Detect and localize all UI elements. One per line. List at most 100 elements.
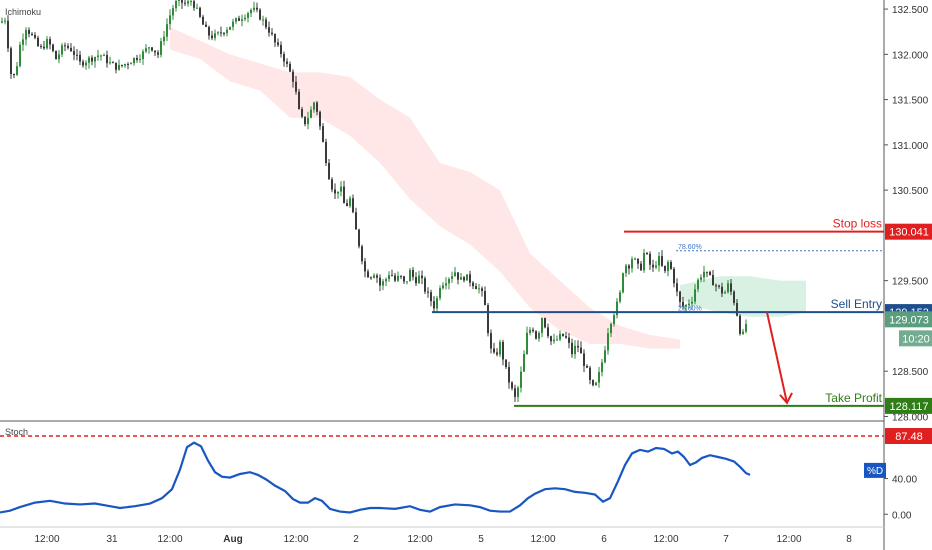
- candle-body: [499, 341, 501, 355]
- candle-body: [685, 305, 687, 307]
- candle-body: [502, 341, 504, 360]
- candle-body: [727, 283, 729, 293]
- candle-body: [259, 9, 261, 20]
- candle-body: [172, 8, 174, 16]
- candle-body: [205, 24, 207, 27]
- candle-body: [391, 275, 393, 277]
- price-tag-label: 128.117: [890, 401, 929, 413]
- candle-body: [610, 323, 612, 334]
- candle-body: [724, 292, 726, 294]
- candle-body: [607, 333, 609, 351]
- time-tick-label: 2: [353, 534, 359, 545]
- time-tick-label: 7: [723, 534, 729, 545]
- candle-body: [340, 186, 342, 192]
- candle-body: [82, 61, 84, 66]
- candle-body: [301, 109, 303, 117]
- stoch-label: Stoch: [5, 427, 28, 437]
- candle-body: [220, 32, 222, 34]
- candle-body: [388, 275, 390, 280]
- price-panel: 78.60% 23.60%: [1, 0, 884, 407]
- candle-body: [661, 256, 663, 266]
- candle-body: [274, 34, 276, 43]
- candle-body: [598, 372, 600, 383]
- candle-body: [553, 339, 555, 342]
- trade-level-label: Sell Entry: [831, 297, 882, 311]
- price-tick-label: 132.500: [892, 5, 929, 16]
- candle-body: [688, 303, 690, 306]
- candle-body: [616, 301, 618, 316]
- candle-body: [289, 63, 291, 72]
- candle-body: [208, 26, 210, 36]
- candle-body: [541, 318, 543, 333]
- candle-body: [133, 57, 135, 64]
- candle-body: [19, 44, 21, 67]
- price-tick-label: 131.500: [892, 96, 929, 107]
- candle-body: [454, 272, 456, 277]
- candle-body: [109, 62, 111, 64]
- candle-body: [520, 371, 522, 388]
- candle-body: [235, 18, 237, 22]
- target-arrow: [766, 312, 788, 404]
- candle-body: [1, 21, 3, 23]
- trade-level-label: Stop loss: [833, 217, 882, 231]
- series-tag: [864, 462, 886, 478]
- candle-body: [646, 252, 648, 254]
- candle-body: [742, 331, 744, 334]
- candle-body: [226, 29, 228, 34]
- candle-body: [271, 32, 273, 35]
- candle-body: [745, 323, 747, 332]
- indicator-label: Ichimoku: [5, 7, 41, 17]
- candle-body: [148, 47, 150, 49]
- countdown-label: 10:20: [902, 333, 930, 345]
- candle-body: [634, 258, 636, 260]
- candle-body: [163, 36, 165, 42]
- candle-body: [325, 141, 327, 163]
- stoch-tick-label: 0.00: [892, 510, 912, 521]
- candle-body: [88, 57, 90, 63]
- candle-body: [496, 352, 498, 355]
- candle-body: [211, 35, 213, 39]
- candle-body: [13, 73, 15, 75]
- candle-body: [385, 279, 387, 282]
- stoch-panel: [0, 435, 884, 514]
- ichimoku-cloud-red: [170, 27, 680, 349]
- candle-body: [223, 33, 225, 35]
- candle-body: [22, 39, 24, 45]
- candle-body: [37, 37, 39, 47]
- candle-body: [532, 329, 534, 332]
- candle-body: [232, 21, 234, 27]
- candle-body: [619, 292, 621, 302]
- candle-body: [412, 269, 414, 278]
- candle-body: [268, 27, 270, 33]
- candle-body: [625, 265, 627, 274]
- time-tick-label: 12:00: [283, 534, 308, 545]
- candle-body: [583, 353, 585, 366]
- candle-body: [631, 259, 633, 269]
- candle-body: [370, 277, 372, 279]
- candle-body: [568, 337, 570, 343]
- candle-body: [712, 274, 714, 286]
- candle-body: [187, 1, 189, 4]
- candle-body: [703, 271, 705, 278]
- candle-body: [439, 288, 441, 299]
- candle-body: [121, 64, 123, 66]
- price-tick-label: 132.000: [892, 50, 929, 61]
- candle-body: [76, 54, 78, 56]
- price-tag-label: 130.041: [889, 227, 929, 239]
- candle-body: [601, 362, 603, 373]
- candle-body: [484, 290, 486, 306]
- time-tick-label: 12:00: [653, 534, 678, 545]
- candle-body: [442, 285, 444, 289]
- candle-body: [130, 63, 132, 65]
- candle-body: [463, 277, 465, 281]
- candle-body: [574, 345, 576, 355]
- candle-body: [124, 64, 126, 66]
- candle-body: [280, 44, 282, 55]
- candle-body: [25, 29, 27, 40]
- candle-body: [445, 283, 447, 286]
- time-tick-label: Aug: [223, 534, 242, 545]
- candle-body: [316, 102, 318, 112]
- candle-body: [547, 327, 549, 337]
- candle-body: [709, 271, 711, 275]
